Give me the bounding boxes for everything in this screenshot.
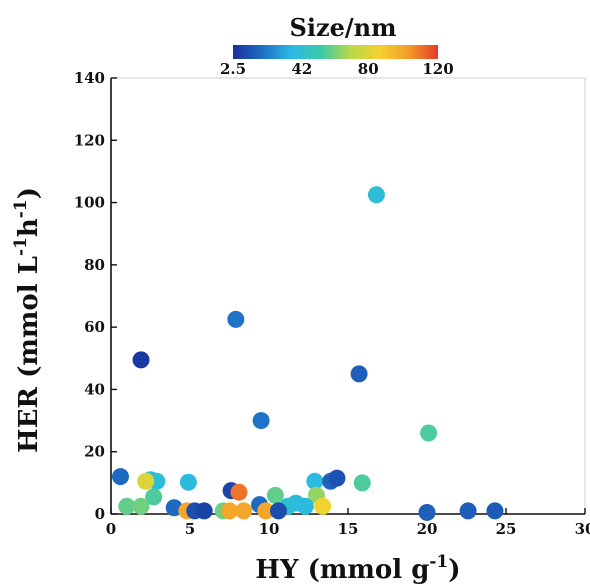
data-point [350, 365, 368, 383]
y-tick-label: 20 [84, 443, 105, 461]
x-tick-label: 10 [259, 520, 280, 538]
data-point [252, 412, 270, 430]
data-point [353, 474, 371, 492]
data-point [179, 473, 197, 491]
x-tick-label: 0 [106, 520, 116, 538]
colorbar-tick-label: 120 [422, 60, 453, 78]
data-point [227, 310, 245, 328]
data-point [306, 472, 324, 490]
colorbar-tick-label: 42 [291, 60, 312, 78]
data-point [486, 502, 504, 520]
data-point [221, 502, 238, 520]
x-tick-label: 30 [575, 520, 590, 538]
x-tick-label: 25 [496, 520, 517, 538]
y-tick-label: 120 [74, 131, 105, 149]
data-point [296, 497, 314, 515]
data-point [420, 424, 438, 442]
y-tick-label: 80 [84, 256, 105, 274]
data-point [230, 483, 248, 501]
y-tick-label: 40 [84, 380, 105, 398]
y-tick-label: 60 [84, 318, 105, 336]
data-point [137, 472, 155, 490]
data-point [111, 468, 129, 486]
data-point [145, 488, 163, 506]
x-tick-label: 5 [185, 520, 195, 538]
data-point [266, 486, 284, 504]
data-point [132, 497, 150, 515]
colorbar-tick-label: 2.5 [220, 60, 246, 78]
data-point [235, 502, 253, 520]
data-points [111, 186, 504, 521]
data-point [118, 497, 136, 515]
colorbar-title: Size/nm [290, 13, 397, 42]
data-point [269, 502, 287, 520]
colorbar [233, 45, 438, 59]
data-point [195, 502, 213, 520]
data-point [418, 503, 436, 521]
y-axis-label: HER (mmol L-1h-1) [11, 187, 44, 453]
colorbar-tick-label: 80 [358, 60, 379, 78]
data-point [132, 351, 150, 369]
colorbar-ticks: 2.5 42 80 120 [220, 60, 454, 78]
data-point [328, 469, 346, 487]
x-axis-label: HY (mmol g-1) [255, 552, 460, 585]
data-point [459, 502, 477, 520]
x-tick-label: 20 [417, 520, 438, 538]
y-axis-ticks: 0 20 40 60 80 100 120 140 [74, 69, 117, 523]
y-tick-label: 0 [95, 505, 105, 523]
y-tick-label: 140 [74, 69, 105, 87]
y-tick-label: 100 [74, 194, 105, 212]
plot-frame [110, 77, 586, 515]
x-tick-label: 15 [338, 520, 359, 538]
data-point [314, 497, 332, 515]
x-axis-ticks: 0 5 10 15 20 25 30 [106, 508, 590, 538]
data-point [257, 502, 275, 520]
data-point [367, 186, 385, 204]
